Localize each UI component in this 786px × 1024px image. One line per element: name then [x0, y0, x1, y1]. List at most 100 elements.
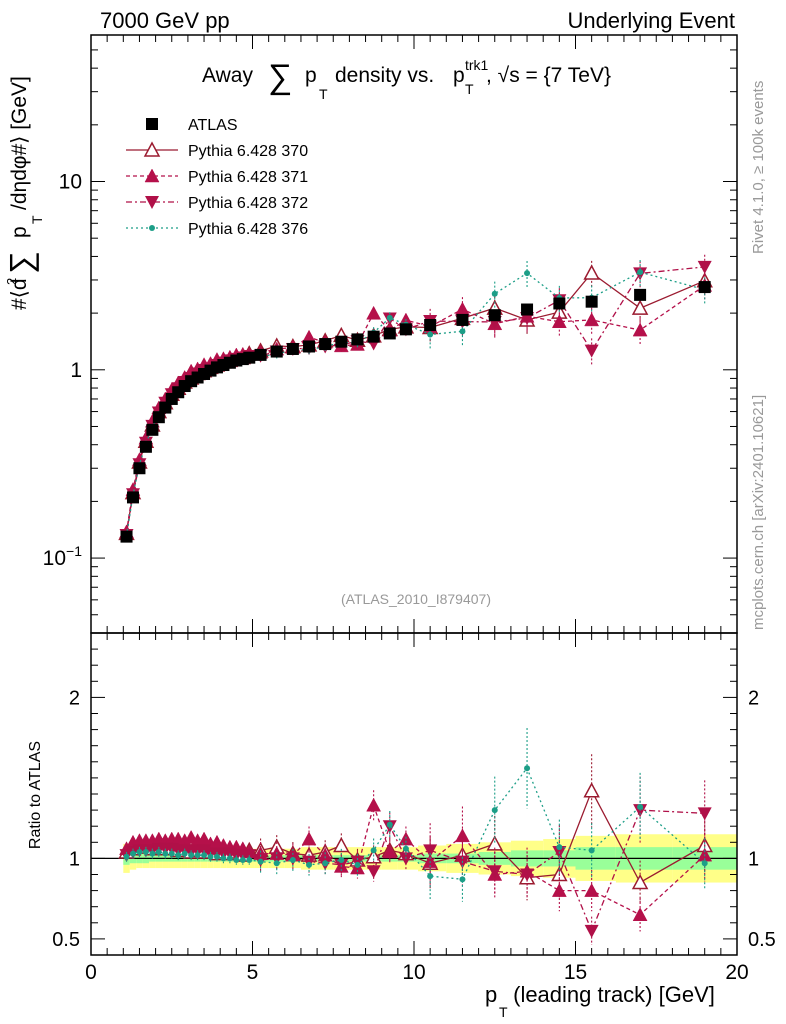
ratio-point	[123, 853, 130, 860]
legend-marker	[149, 225, 155, 231]
data-point	[399, 323, 412, 336]
ratio-point	[632, 907, 648, 921]
x-tick-label: 20	[725, 961, 748, 984]
title-p: p	[305, 64, 317, 87]
ratio-point	[398, 852, 413, 866]
data-point	[585, 295, 598, 308]
data-point	[456, 313, 469, 326]
ratio-point	[631, 873, 649, 890]
header-right: Underlying Event	[567, 8, 735, 33]
ratio-tick-label-right: 1	[748, 848, 759, 870]
x-tick-label: 10	[402, 961, 425, 984]
ratio-point	[354, 861, 361, 868]
ylabel-b: 2	[4, 278, 19, 285]
legend-label: Pythia 6.428 376	[188, 221, 308, 238]
ratio-point	[366, 797, 382, 812]
legend-label: Pythia 6.428 371	[188, 169, 308, 186]
data-series	[118, 254, 713, 946]
ylabel-f: /dηdφ#⟩ [GeV]	[8, 76, 31, 210]
series-line	[125, 272, 705, 534]
data-point	[551, 314, 567, 328]
ratio-tick-label: 0.5	[52, 929, 80, 951]
plot-title: Away ∑ p T density vs. p trk1 T , √s = {…	[202, 57, 611, 102]
title-p2: p	[453, 64, 465, 87]
ratio-tick-label-right: 2	[748, 687, 759, 709]
ratio-point	[551, 883, 567, 897]
y-tick-label: 10−1	[43, 543, 83, 570]
ratio-point	[142, 848, 149, 855]
data-point	[584, 344, 599, 358]
ratio-point	[220, 855, 227, 862]
ratio-point	[301, 831, 317, 846]
ratio-tick-label: 2	[69, 687, 80, 709]
ratio-tick-label: 1	[69, 848, 80, 870]
legend-label: Pythia 6.428 370	[188, 143, 308, 160]
ratio-point	[162, 850, 169, 857]
series-4-ratio	[123, 728, 708, 902]
header-left: 7000 GeV pp	[100, 8, 230, 33]
ratio-point	[366, 865, 381, 879]
data-point	[367, 330, 380, 343]
data-point	[424, 318, 437, 331]
data-point	[631, 299, 649, 315]
series-4-main	[123, 260, 708, 539]
ratio-y-axis-label: Ratio to ATLAS	[27, 741, 44, 849]
ratio-point	[188, 852, 195, 859]
ratio-point	[637, 803, 644, 810]
data-point	[521, 303, 534, 316]
data-point	[491, 290, 498, 297]
legend-marker	[146, 118, 158, 130]
ratio-point	[486, 835, 504, 851]
series-atlas	[120, 281, 711, 543]
ylabel-d: p	[8, 226, 31, 238]
ylabel-c: ∑	[3, 251, 39, 274]
mcplots-label: mcplots.cern.ch [arXiv:2401.10621]	[750, 395, 767, 630]
data-point	[366, 305, 382, 320]
data-point	[637, 269, 644, 276]
ratio-point	[556, 844, 563, 851]
xlabel-b: T	[499, 1004, 508, 1020]
series-line	[125, 284, 706, 532]
legend: ATLAS Pythia 6.428 370 Pythia 6.428 371 Pyt…	[126, 117, 308, 238]
ratio-point	[175, 852, 182, 859]
data-point	[634, 288, 647, 301]
y-tick-label: 1	[70, 359, 82, 382]
data-point	[286, 342, 299, 355]
title-trk1: trk1	[465, 57, 489, 73]
ratio-point	[155, 848, 162, 855]
data-point	[524, 270, 531, 277]
data-point	[697, 260, 712, 274]
ratio-point	[233, 857, 240, 864]
data-point	[133, 462, 146, 475]
data-point	[335, 335, 348, 348]
ratio-point	[207, 853, 214, 860]
data-point	[270, 345, 283, 358]
data-point	[583, 264, 600, 280]
ratio-point	[246, 857, 253, 864]
data-point	[632, 322, 648, 337]
x-axis-label: p T (leading track) [GeV]	[485, 982, 715, 1020]
xlabel-c: (leading track) [GeV]	[507, 982, 715, 1007]
data-point	[139, 440, 152, 453]
ratio-point	[370, 847, 377, 854]
ratio-point	[402, 845, 409, 852]
ratio-point	[427, 873, 434, 880]
y-tick-label: 10	[59, 171, 82, 194]
ratio-point	[194, 852, 201, 859]
ratio-point	[583, 782, 600, 798]
data-point	[152, 411, 165, 424]
data-point	[126, 491, 139, 504]
title-sum: ∑	[268, 58, 292, 96]
series-3-main	[119, 254, 712, 543]
ratio-point	[697, 807, 712, 821]
data-point	[254, 348, 267, 361]
ylabel-e: T	[29, 215, 45, 224]
ratio-point	[129, 850, 136, 857]
ratio-point	[136, 848, 143, 855]
x-tick-label: 5	[247, 961, 259, 984]
data-point	[455, 301, 470, 316]
ratio-point	[289, 857, 296, 864]
data-point	[146, 423, 159, 436]
data-point	[427, 331, 434, 338]
